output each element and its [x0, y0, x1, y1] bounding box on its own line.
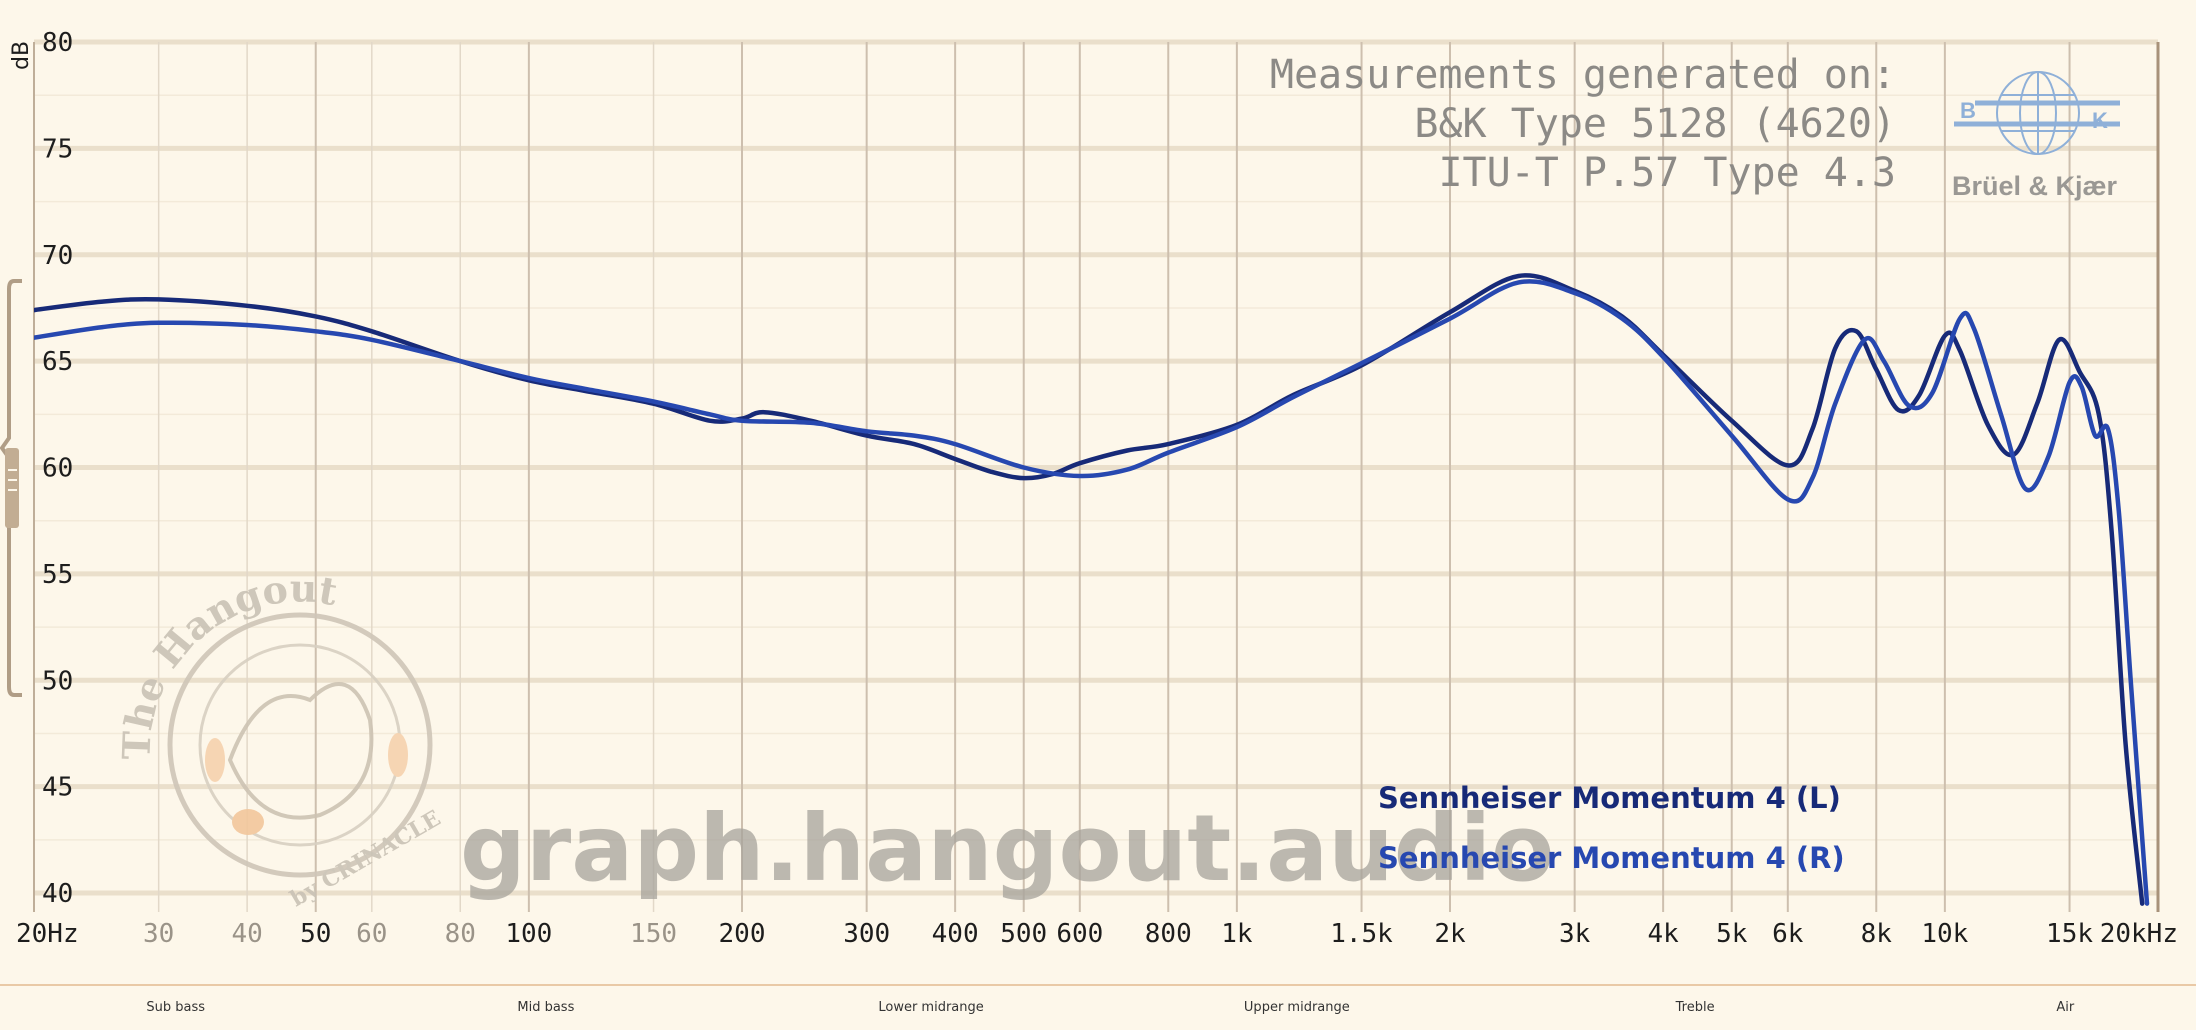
x-tick-label: 20kHz	[2100, 919, 2178, 949]
headphone-cup-left-icon	[205, 738, 225, 782]
y-axis-unit: dB	[9, 41, 34, 70]
x-tick-label: 5k	[1716, 919, 1748, 949]
logo-letter-k: K	[2092, 108, 2108, 133]
y-tick-label: 70	[42, 241, 73, 271]
band-label: Sub bass	[146, 1000, 205, 1015]
headphone-cup-right-icon	[388, 733, 408, 777]
y-tick-label: 45	[42, 773, 73, 803]
x-tick-label: 1.5k	[1330, 919, 1393, 949]
y-gridlines	[34, 39, 2158, 896]
legend-entry-right[interactable]: Sennheiser Momentum 4 (R)	[1378, 841, 1845, 875]
x-tick-label: 800	[1145, 919, 1192, 949]
measurement-note-line-2: B&K Type 5128 (4620)	[1414, 101, 1896, 147]
x-gridlines	[157, 42, 2071, 912]
series-lines	[34, 273, 2150, 906]
x-tick-label: 20Hz	[16, 919, 79, 949]
band-label: Treble	[1675, 1000, 1715, 1015]
x-tick-label: 150	[630, 919, 677, 949]
bruel-kjaer-logo: B K Brüel & Kjær	[1952, 71, 2120, 201]
band-label: Mid bass	[517, 1000, 574, 1015]
x-tick-label: 3k	[1559, 919, 1591, 949]
logo-name: Brüel & Kjær	[1952, 171, 2118, 201]
band-label: Lower midrange	[878, 1000, 983, 1015]
mascot-icon	[227, 682, 374, 820]
x-tick-label: 200	[719, 919, 766, 949]
x-tick-label: 80	[445, 919, 476, 949]
site-watermark: graph.hangout.audio	[460, 795, 1554, 902]
series-line-1[interactable]	[34, 279, 2150, 906]
measurement-note-line-1: Measurements generated on:	[1270, 52, 1896, 98]
y-tick-label: 80	[42, 28, 73, 58]
badge-title: The Hangout	[113, 565, 341, 760]
y-tick-label: 65	[42, 347, 73, 377]
y-tick-labels: 40 45 50 55 60 65 70 75 80	[42, 28, 73, 909]
frequency-bands: Sub bass Mid bass Lower midrange Upper midr…	[146, 1000, 2075, 1015]
y-tick-label: 75	[42, 134, 73, 164]
x-tick-label: 4k	[1647, 919, 1679, 949]
mascot-nose-icon	[232, 809, 264, 835]
measurement-note-line-3: ITU-T P.57 Type 4.3	[1438, 150, 1896, 196]
x-tick-label: 15k	[2046, 919, 2093, 949]
x-tick-label: 300	[843, 919, 890, 949]
band-label: Air	[2056, 1000, 2075, 1015]
x-tick-label: 60	[356, 919, 387, 949]
x-tick-label: 30	[143, 919, 174, 949]
x-tick-label: 8k	[1861, 919, 1893, 949]
y-tick-label: 40	[42, 879, 73, 909]
x-tick-label: 2k	[1434, 919, 1466, 949]
x-tick-label: 10k	[1921, 919, 1968, 949]
x-tick-label: 50	[300, 919, 331, 949]
y-tick-label: 60	[42, 454, 73, 484]
x-tick-label: 100	[505, 919, 552, 949]
legend-entry-left[interactable]: Sennheiser Momentum 4 (L)	[1378, 781, 1841, 815]
x-tick-label: 500	[1000, 919, 1047, 949]
y-tick-label: 50	[42, 666, 73, 696]
range-bracket-handle[interactable]	[5, 448, 19, 528]
y-tick-label: 55	[42, 560, 73, 590]
x-tick-label: 6k	[1772, 919, 1804, 949]
x-tick-label: 600	[1056, 919, 1103, 949]
band-label: Upper midrange	[1244, 1000, 1350, 1015]
hangout-badge-watermark: The Hangout by CRINACLE	[113, 565, 445, 912]
range-bracket[interactable]	[0, 279, 22, 697]
x-tick-labels: 20Hz 30 40 50 60 80 100 150 200 300 400 500 600 800 1k…	[16, 919, 2178, 949]
x-tick-label: 1k	[1221, 919, 1253, 949]
x-tick-label: 400	[932, 919, 979, 949]
badge-ring	[167, 612, 433, 878]
logo-letter-b: B	[1960, 98, 1976, 123]
x-tick-label: 40	[231, 919, 262, 949]
